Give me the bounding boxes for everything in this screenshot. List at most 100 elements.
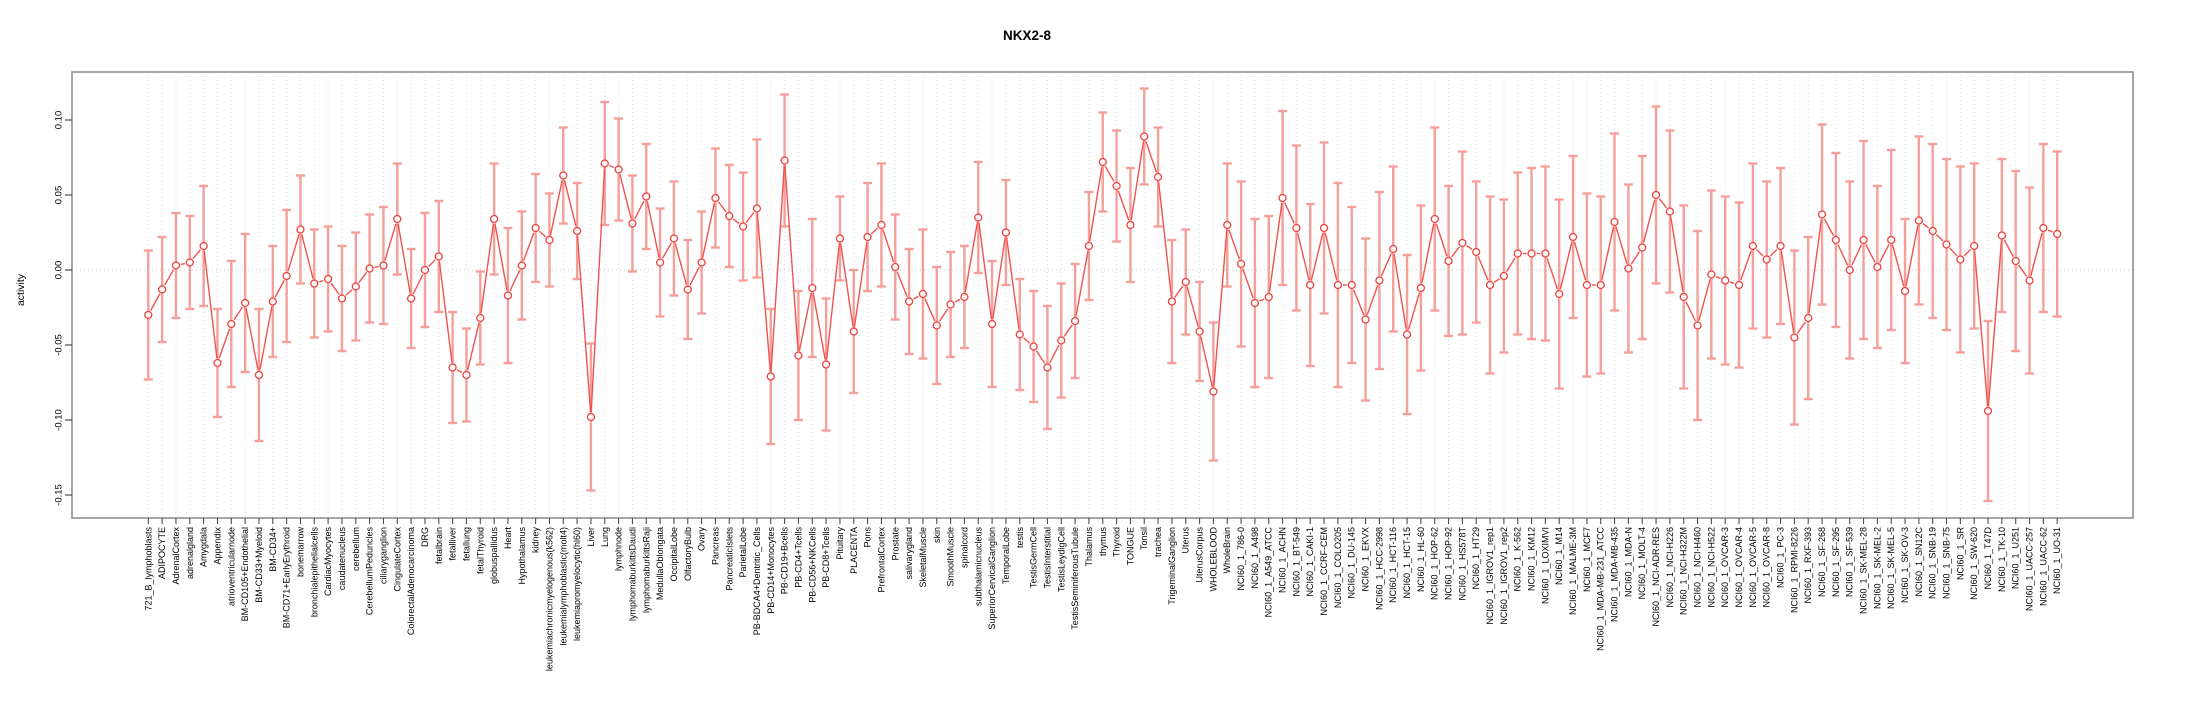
series-segment bbox=[1837, 244, 1849, 266]
series-segment bbox=[1310, 232, 1324, 281]
data-point bbox=[1001, 228, 1011, 237]
data-point bbox=[489, 214, 499, 224]
data-point bbox=[365, 264, 374, 273]
data-point bbox=[780, 156, 789, 165]
data-point bbox=[572, 226, 582, 236]
x-tick-label: SkeletalMuscle bbox=[918, 527, 928, 588]
series-segment bbox=[438, 261, 453, 363]
x-tick-label: TestisInterstitial bbox=[1042, 527, 1052, 589]
data-point bbox=[655, 258, 665, 267]
x-tick-label: subthalamicnucleus bbox=[973, 527, 983, 607]
series-segment bbox=[1642, 199, 1656, 243]
data-point bbox=[711, 193, 720, 203]
x-tick-label: ColorectalAdenocarcinoma bbox=[406, 527, 416, 635]
series-segment bbox=[1005, 237, 1020, 330]
series-segment bbox=[992, 237, 1006, 320]
series-segment bbox=[1740, 250, 1752, 281]
data-point bbox=[1057, 336, 1066, 345]
series-segment bbox=[2018, 264, 2028, 277]
x-tick-label: BM-CD71+EarlyErythroid bbox=[282, 527, 292, 628]
series-segment bbox=[1435, 223, 1448, 257]
data-point bbox=[185, 258, 194, 267]
series-segment bbox=[954, 298, 961, 303]
data-point bbox=[1167, 297, 1177, 306]
x-tick-label: bronchialepithelialcells bbox=[309, 527, 319, 618]
series-segment bbox=[1879, 244, 1890, 263]
data-point bbox=[1679, 292, 1688, 302]
series-segment bbox=[384, 223, 397, 261]
data-point bbox=[323, 274, 333, 284]
data-point bbox=[808, 283, 817, 293]
data-point bbox=[254, 370, 264, 380]
series-segment bbox=[1242, 268, 1254, 299]
x-tick-label: leukemiachronicmyelogenous(k562) bbox=[544, 527, 554, 671]
series-segment bbox=[1505, 257, 1516, 273]
series-segment bbox=[1769, 248, 1778, 257]
data-point bbox=[157, 285, 167, 294]
data-point bbox=[1292, 223, 1301, 233]
x-tick-label: fetallung bbox=[461, 527, 471, 561]
x-tick-label: NCI60_1_SK-MEL-5 bbox=[1886, 527, 1896, 609]
data-point bbox=[1776, 241, 1785, 251]
chart-title: NKX2-8 bbox=[1002, 28, 1052, 43]
series-segment bbox=[274, 280, 285, 298]
x-tick-label: atrioventricularnode bbox=[226, 527, 236, 606]
series-segment bbox=[1601, 226, 1615, 281]
series-segment bbox=[619, 174, 632, 219]
series-segment bbox=[938, 308, 949, 322]
data-point bbox=[821, 360, 831, 369]
x-tick-label: Tonsil bbox=[1139, 527, 1149, 550]
error-bars bbox=[143, 87, 2062, 503]
data-point bbox=[282, 271, 291, 281]
data-point bbox=[1209, 387, 1218, 396]
data-point bbox=[517, 261, 526, 270]
series-line bbox=[150, 141, 2053, 413]
x-tick-label: Appendix bbox=[212, 527, 222, 565]
data-point bbox=[1928, 226, 1937, 236]
series-segment bbox=[259, 306, 273, 371]
data-point bbox=[946, 300, 955, 309]
x-tick-label: NCI60_1_SF-295 bbox=[1831, 527, 1841, 597]
data-point bbox=[1983, 406, 1993, 416]
data-point bbox=[434, 252, 443, 261]
series-segment bbox=[978, 222, 993, 320]
x-tick-label: lymphomaburkittsRaji bbox=[641, 527, 651, 613]
x-tick-label: TestisGermCell bbox=[1029, 527, 1039, 588]
data-point bbox=[1804, 313, 1813, 323]
x-tick-label: NCI60_1_IGROV1_rep1 bbox=[1485, 527, 1495, 625]
x-tick-label: TestisLeydigCell bbox=[1056, 527, 1066, 592]
series-segment bbox=[1157, 181, 1173, 297]
y-tick-label: -0.05 bbox=[54, 334, 65, 356]
series-segment bbox=[1905, 225, 1919, 287]
data-point bbox=[1970, 241, 1979, 251]
x-tick-label: NCI60_1_HCC-2998 bbox=[1374, 527, 1384, 610]
x-tick-label: ciliaryganglion bbox=[378, 527, 388, 584]
x-tick-label: TrigeminalGanglion bbox=[1167, 527, 1177, 605]
x-tick-label: NCI60_1_MALME-3M bbox=[1568, 527, 1578, 615]
series-segment bbox=[2047, 229, 2053, 233]
data-point bbox=[1527, 249, 1536, 258]
data-point bbox=[1015, 330, 1024, 339]
series-segment bbox=[345, 289, 353, 296]
data-point bbox=[406, 294, 416, 303]
series-segment bbox=[1715, 275, 1721, 280]
data-point bbox=[1638, 243, 1647, 252]
series-segment bbox=[549, 180, 563, 236]
series-segment bbox=[839, 243, 854, 327]
x-tick-label: Uterus bbox=[1181, 527, 1191, 554]
x-tick-label: NCI60_1_HOP-92 bbox=[1444, 527, 1454, 600]
x-tick-label: fetalbrain bbox=[434, 527, 444, 564]
data-point bbox=[1748, 241, 1758, 251]
series-segment bbox=[330, 282, 340, 295]
x-tick-label: TestisSeminiferousTubule bbox=[1070, 527, 1080, 630]
data-point bbox=[1651, 190, 1661, 200]
data-point bbox=[918, 289, 928, 299]
series-segment bbox=[770, 165, 785, 372]
x-tick-label: NCI60_1_OVCAR-8 bbox=[1762, 527, 1772, 608]
series-segment bbox=[2030, 232, 2043, 276]
axes bbox=[65, 71, 2134, 524]
data-point bbox=[213, 358, 222, 368]
series-segment bbox=[689, 266, 700, 286]
series-segment bbox=[1393, 253, 1407, 330]
series-segment bbox=[745, 212, 755, 223]
